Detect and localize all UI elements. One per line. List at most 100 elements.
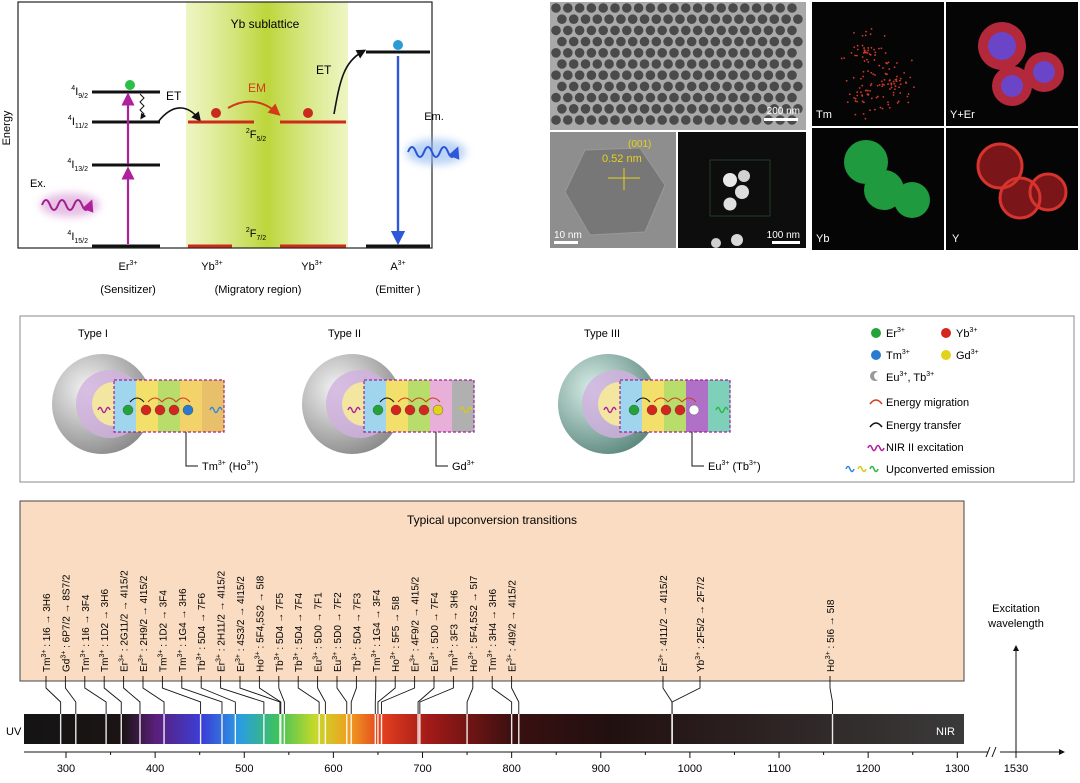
nanoparticle (604, 104, 614, 114)
cutaway-frame (363, 379, 475, 433)
tm-signal-dot (854, 54, 857, 57)
nanoparticle (586, 25, 597, 36)
tm-signal-dot (895, 75, 898, 78)
tm-signal-dot (846, 101, 849, 104)
axis-tick-label: 400 (146, 763, 164, 775)
transition-label: Er3+ : 4I11/2 → 4I15/2 (658, 575, 670, 672)
tm-signal-dot (907, 93, 910, 95)
ion-yb (404, 404, 416, 416)
transfer-arc (147, 397, 163, 403)
tm-signal-dot (894, 88, 896, 91)
nanoparticle (781, 81, 791, 92)
tm-signal-dot (858, 87, 861, 89)
nanoparticle (663, 36, 673, 47)
transition-label: Tm3+ : 1G4 → 3H6 (177, 588, 189, 672)
tm-signal-dot (895, 80, 898, 83)
axis-tick-label: 1300 (945, 763, 969, 775)
dopant-label: Tm3+ (Ho3+) (202, 460, 258, 473)
ion-label-emitter: A3+ (390, 260, 405, 273)
tm-signal-dot (856, 94, 859, 97)
tm-signal-dot (890, 82, 893, 85)
nanoparticle (728, 48, 738, 58)
transition-leader-line (258, 676, 282, 714)
nanoparticle (757, 81, 768, 92)
nanoparticle (622, 92, 632, 103)
nanoparticle (787, 3, 797, 13)
transfer-arc (129, 397, 145, 403)
tm-signal-dot (896, 102, 899, 104)
legend-migration-label: Energy migration (886, 397, 969, 409)
tm-signal-dot (878, 64, 881, 67)
transition-label: Tm3+ : 3H4 → 3H6 (487, 589, 499, 672)
tm-signal-dot (874, 51, 877, 54)
nanoparticle (663, 81, 673, 92)
ion-yb (674, 404, 686, 416)
transition-label: Gd3+ : 6P7/2 → 8S7/2 (60, 574, 72, 672)
legend-gd-dot (941, 350, 951, 360)
nanoparticle (675, 104, 685, 114)
tm-signal-dot (856, 48, 859, 51)
tm-signal-dot (883, 83, 885, 86)
nanoparticle (580, 36, 591, 47)
nanoparticle (692, 3, 703, 13)
eds-map-y: Y (946, 128, 1078, 250)
transition-label: Eu3+ : 5D0 → 7F4 (429, 592, 441, 672)
nanoparticle (681, 70, 691, 80)
nanoparticle (710, 81, 721, 92)
legend-er-dot (871, 328, 881, 338)
nanoparticle (645, 3, 656, 13)
nanoparticle (574, 3, 585, 13)
tm-signal-dot (904, 81, 907, 84)
ion-labels: Er3+ (Sensitizer) Yb3+ (Migratory region… (100, 260, 420, 296)
nanoparticle (604, 59, 614, 69)
nanoparticle (775, 92, 785, 103)
ion-er (372, 404, 384, 416)
nanoparticle (722, 104, 732, 114)
transition-leader-line (45, 676, 62, 714)
nanoparticle (568, 14, 579, 24)
tm-signal-dot (883, 78, 886, 81)
tm-signal-dot (867, 47, 870, 49)
excitation-label-line2: wavelength (987, 618, 1044, 630)
sublattice-label: Yb sublattice (231, 17, 300, 31)
legend-nir-label: NIR II excitation (886, 442, 964, 454)
lattice-spacing-label: 0.52 nm (602, 153, 642, 165)
emission-label: Em. (424, 111, 444, 123)
nanoparticle (586, 70, 597, 80)
nanoparticle (551, 115, 561, 125)
nanoparticle (716, 115, 726, 125)
tm-signal-dot (882, 95, 885, 98)
tm-signal-dot (848, 93, 851, 96)
transitions-title: Typical upconversion transitions (407, 513, 577, 527)
ion-er (628, 404, 640, 416)
upconverted-emission-wave (715, 406, 729, 414)
nanoparticle (686, 59, 697, 69)
nanoparticle (627, 81, 638, 92)
nanoparticle (627, 14, 638, 24)
nanoparticle (551, 25, 561, 36)
nanoparticle (622, 3, 632, 13)
transition-label: Yb3+ : 2F5/2 → 2F7/2 (695, 576, 707, 672)
tm-signal-dot (840, 57, 843, 60)
et-right-arrow (333, 49, 367, 115)
tm-signal-dot (873, 48, 876, 51)
transition-leader-line (671, 676, 701, 714)
transition-label: Ho3+ : 5F4,5S2 → 5I7 (468, 575, 480, 672)
tm-signal-dot (880, 80, 883, 83)
axis-tick-label: 1100 (767, 763, 791, 775)
nanoparticle (669, 70, 679, 80)
transfer-arc (161, 397, 177, 403)
ion-label-yb1: Yb3+ (201, 260, 222, 273)
tm-signal-dot (906, 95, 909, 98)
tm-signal-dot (907, 101, 910, 104)
nanoparticle (622, 25, 632, 36)
tm-signal-dot (870, 46, 873, 49)
nanoparticle (775, 70, 785, 80)
upconverted-emission-wave (459, 406, 473, 414)
transition-leader-line (491, 676, 513, 714)
nanoparticle (681, 115, 691, 125)
ion-label-er: Er3+ (119, 260, 138, 273)
nanoparticle (639, 14, 650, 24)
nanoparticle (734, 59, 744, 69)
nanoparticle (663, 59, 673, 69)
